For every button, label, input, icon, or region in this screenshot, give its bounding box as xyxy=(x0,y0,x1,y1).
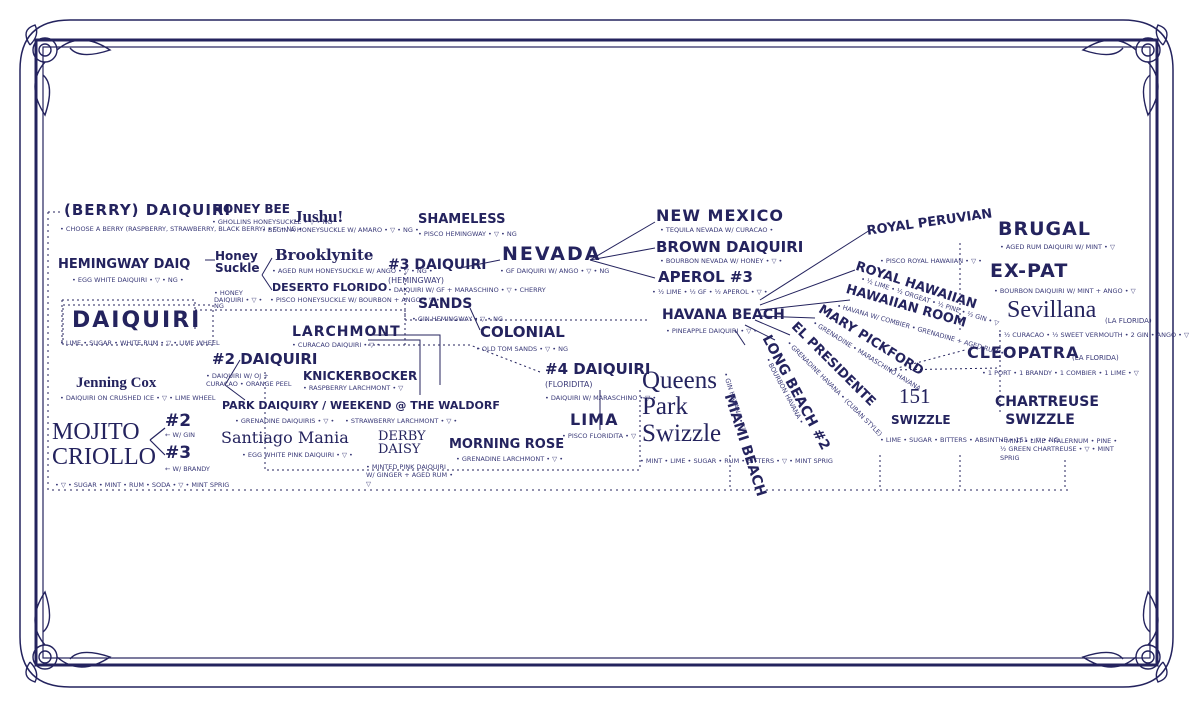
arrow-icon xyxy=(149,427,166,456)
node-daiquiri: DAIQUIRI xyxy=(72,308,202,333)
note-sevillana-sub: (LA FLORIDA) xyxy=(1105,317,1152,325)
ornamental-frame xyxy=(19,19,1174,688)
note-cleopatra: • 1 PORT • 1 BRANDY • 1 COMBIER • 1 LIME… xyxy=(982,369,1139,377)
note-lima: • PISCO FLORIDITA • ▽ xyxy=(562,432,637,440)
note-queens-park: • MINT • LIME • SUGAR • RUM • BITTERS • … xyxy=(640,457,833,465)
node-sands: SANDS xyxy=(418,296,473,312)
note-new-mexico: • TEQUILA NEVADA W/ CURACAO • xyxy=(660,226,774,234)
note-no4-daiquiri: • DAIQUIRI W/ MARASCHINO • ▽ • xyxy=(545,394,657,402)
note-hemingway: • EGG WHITE DAIQUIRI • ▽ • NG • xyxy=(72,276,184,284)
note-no3-daiquiri: • DAIQUIRI W/ GF + MARASCHINO • ▽ • CHER… xyxy=(388,286,546,294)
note-shameless: • PISCO HEMINGWAY • ▽ • NG xyxy=(418,230,517,238)
node-berry-daiquiri: (BERRY) DAIQUIRI xyxy=(64,201,232,219)
node-no2: #2 xyxy=(165,411,192,431)
note-larchmont: • CURACAO DAIQUIRI • ▽ • xyxy=(292,341,381,349)
node-deserto-florido: DESERTO FLORIDO xyxy=(272,281,388,294)
note-jenning-cox: • DAIQUIRI ON CRUSHED ICE • ▽ • LIME WHE… xyxy=(60,394,216,402)
node-morning-rose: MORNING ROSE xyxy=(449,437,565,452)
note-brooklynite: • AGED RUM HONEYSUCKLE W/ ANGO • ▽ • NG … xyxy=(272,267,433,275)
node-lima: LIMA xyxy=(570,410,619,429)
corner-ornament-bottom-right xyxy=(1081,590,1168,683)
note-mojito: • ▽ • SUGAR • MINT • RUM • SODA • ▽ • MI… xyxy=(55,481,230,489)
note-sevillana: • ½ CURACAO • ½ SWEET VERMOUTH • 2 GIN •… xyxy=(998,331,1190,339)
note-derby-1: • STRAWBERRY LARCHMONT • ▽ • xyxy=(345,417,458,425)
note-aperol: • ½ LIME • ½ GF • ½ APEROL • ▽ • xyxy=(652,288,768,296)
node-mojito-criollo: MOJITO CRIOLLO xyxy=(52,419,156,471)
node-queens-park-swizzle: Queens Park Swizzle xyxy=(642,367,722,447)
note-sands: • GIN HEMINGWAY • ▽ • NG xyxy=(412,315,504,323)
node-jushu: Jushu! xyxy=(294,207,344,226)
node-nevada: NEVADA xyxy=(502,243,602,265)
corner-ornament-top-left xyxy=(25,24,112,117)
node-sevillana: Sevillana xyxy=(1007,297,1097,323)
note-honey-bee: • GHOLLINS HONEYSUCKLE • ▽ • NG xyxy=(212,218,333,226)
note-knickerbocker: • RASPBERRY LARCHMONT • ▽ xyxy=(303,384,404,392)
node-cleopatra: CLEOPATRA xyxy=(967,343,1080,362)
node-colonial: COLONIAL xyxy=(480,323,565,341)
node-chartreuse-swizzle: CHARTREUSE SWIZZLE xyxy=(995,394,1099,429)
node-havana-beach: HAVANA BEACH xyxy=(662,307,785,323)
node-new-mexico: NEW MEXICO xyxy=(656,206,785,225)
node-santiago: Santiago Mania xyxy=(221,428,349,447)
node-aperol: APEROL #3 xyxy=(658,268,753,286)
node-hemingway: HEMINGWAY DAIQ xyxy=(58,257,191,272)
node-brugal: BRUGAL xyxy=(998,218,1091,240)
node-brown-daiquiri: BROWN DAIQUIRI xyxy=(656,238,804,256)
node-brooklynite: Brooklynite xyxy=(275,246,374,264)
note-no2-daiquiri: • DAIQUIRI W/ OJ + CURACAO • ORANGE PEEL xyxy=(206,372,292,389)
node-ex-pat: EX-PAT xyxy=(990,260,1069,282)
node-151: 151 xyxy=(899,384,931,408)
note-no3-daiquiri-sub: (HEMINGWAY) xyxy=(388,276,444,285)
node-no3-daiquiri: #3 DAIQUIRI xyxy=(388,257,487,273)
note-colonial: • OLD TOM SANDS • ▽ • NG xyxy=(476,345,568,353)
note-no3-brandy: ← W/ BRANDY xyxy=(165,465,210,473)
note-park-daiquiri: • GRENADINE DAIQUIRIS • ▽ • xyxy=(235,417,335,425)
note-cleopatra-sub: (LA FLORIDA) xyxy=(1072,354,1119,362)
node-no2-daiquiri: #2 DAIQUIRI xyxy=(212,350,318,368)
corner-ornament-bottom-left xyxy=(25,590,112,683)
node-knickerbocker: KNICKERBOCKER xyxy=(303,369,418,383)
node-park-daiquiri: PARK DAIQUIRY / WEEKEND @ THE WALDORF xyxy=(222,399,500,412)
note-morning-rose: • GRENADINE LARCHMONT • ▽ • xyxy=(456,455,564,463)
node-derby-daisy: DERBY DAISY xyxy=(378,429,426,457)
note-nevada: • GF DAIQUIRI W/ ANGO • ▽ • NG xyxy=(500,267,610,275)
note-no2: ← W/ GIN xyxy=(165,431,196,439)
note-ex-pat: • BOURBON DAIQUIRI W/ MINT + ANGO • ▽ xyxy=(994,287,1136,295)
note-havana-beach: • PINEAPPLE DAIQUIRI • ▽ • xyxy=(666,327,758,335)
note-santiago: • EGG WHITE PINK DAIQUIRI • ▽ • xyxy=(242,451,353,459)
note-derby-2: • MINTED PINK DAIQUIRI W/ GINGER + AGED … xyxy=(366,463,454,488)
note-honey-suckle: • HONEY DAIQUIRI • ▽ • NG xyxy=(214,289,263,310)
note-deserto: • PISCO HONEYSUCKLE W/ BOURBON + ANGO • … xyxy=(270,296,440,304)
node-swizzle: SWIZZLE xyxy=(891,413,951,427)
note-brugal: • AGED RUM DAIQUIRI W/ MINT • ▽ xyxy=(1000,243,1115,251)
note-brown-daiquiri: • BOURBON NEVADA W/ HONEY • ▽ • xyxy=(660,257,783,265)
note-daiquiri: • LIME • SUGAR • WHITE RUM • ▽ • LIME WH… xyxy=(60,339,220,347)
node-jenning-cox: Jenning Cox xyxy=(76,375,157,391)
node-honey-suckle: Honey Suckle xyxy=(215,249,260,275)
corner-ornament-top-right xyxy=(1081,24,1168,117)
node-shameless: SHAMELESS xyxy=(418,212,506,227)
note-jushu: • BEGIN A HONEYSUCKLE W/ AMARO • ▽ • NG … xyxy=(262,226,419,234)
note-no4-daiquiri-sub: (FLORIDITA) xyxy=(545,380,593,389)
connector-lines xyxy=(47,211,1068,491)
note-chartreuse: • MINT • LIME • FALERNUM • PINE • ½ GREE… xyxy=(1000,437,1118,462)
daiquiri-box xyxy=(62,304,214,346)
note-royal-peruvian: • PISCO ROYAL HAWAIIAN • ▽ • xyxy=(880,257,982,265)
note-swizzle: • LIME • SUGAR • BITTERS • ABSINTHE • 15… xyxy=(880,436,1059,444)
node-honey-bee: HONEY BEE xyxy=(213,202,290,216)
node-larchmont: LARCHMONT xyxy=(292,324,401,340)
node-no4-daiquiri: #4 DAIQUIRI xyxy=(545,360,651,378)
note-berry-daiquiri: • CHOOSE A BERRY (RASPBERRY, STRAWBERRY,… xyxy=(60,225,303,233)
node-no3-brandy: #3 xyxy=(165,443,192,463)
